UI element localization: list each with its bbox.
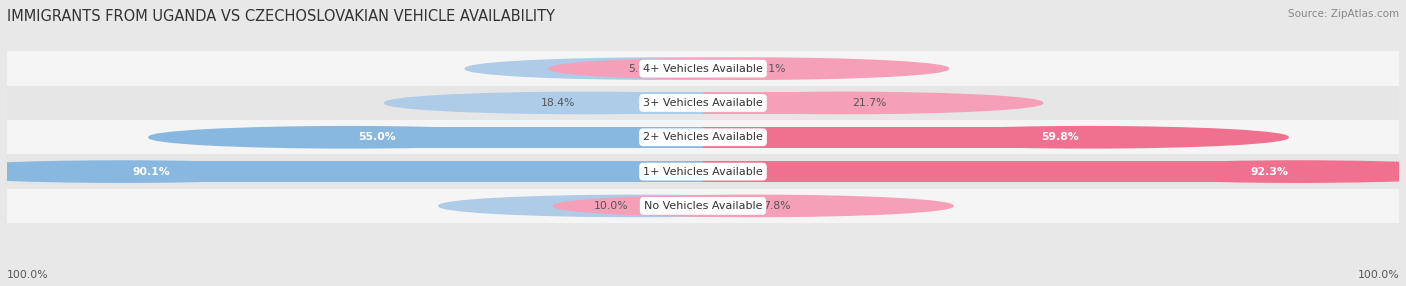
Text: 90.1%: 90.1% [132, 167, 170, 176]
Text: 5.9%: 5.9% [628, 64, 655, 74]
Text: Source: ZipAtlas.com: Source: ZipAtlas.com [1288, 9, 1399, 19]
Bar [7, 120, 1399, 154]
Bar [585, 92, 703, 114]
Bar [703, 161, 1298, 182]
Text: 10.0%: 10.0% [595, 201, 628, 211]
Bar [703, 195, 754, 217]
Circle shape [0, 161, 322, 182]
Bar [703, 127, 1088, 148]
Text: No Vehicles Available: No Vehicles Available [644, 201, 762, 211]
Text: 21.7%: 21.7% [852, 98, 887, 108]
Legend: Immigrants from Uganda, Czechoslovakian: Immigrants from Uganda, Czechoslovakian [554, 284, 852, 286]
Circle shape [548, 58, 949, 79]
Bar [7, 86, 1399, 120]
Bar [665, 58, 703, 79]
Text: 92.3%: 92.3% [1250, 167, 1288, 176]
Bar [7, 51, 1399, 86]
Text: 4+ Vehicles Available: 4+ Vehicles Available [643, 64, 763, 74]
Text: 2+ Vehicles Available: 2+ Vehicles Available [643, 132, 763, 142]
Circle shape [385, 92, 785, 114]
Text: 18.4%: 18.4% [540, 98, 575, 108]
Circle shape [1098, 161, 1406, 182]
Text: 100.0%: 100.0% [1357, 270, 1399, 280]
Circle shape [554, 195, 953, 217]
Bar [703, 92, 842, 114]
Circle shape [889, 127, 1288, 148]
Text: 7.1%: 7.1% [758, 64, 786, 74]
Text: 3+ Vehicles Available: 3+ Vehicles Available [643, 98, 763, 108]
Text: 100.0%: 100.0% [7, 270, 49, 280]
Text: 7.8%: 7.8% [763, 201, 790, 211]
Text: 1+ Vehicles Available: 1+ Vehicles Available [643, 167, 763, 176]
Bar [638, 195, 703, 217]
Circle shape [643, 92, 1043, 114]
Bar [7, 154, 1399, 189]
Text: IMMIGRANTS FROM UGANDA VS CZECHOSLOVAKIAN VEHICLE AVAILABILITY: IMMIGRANTS FROM UGANDA VS CZECHOSLOVAKIA… [7, 9, 555, 23]
Bar [122, 161, 703, 182]
Text: 59.8%: 59.8% [1040, 132, 1078, 142]
Text: 55.0%: 55.0% [359, 132, 396, 142]
Bar [703, 58, 749, 79]
Bar [349, 127, 703, 148]
Bar [7, 189, 1399, 223]
Circle shape [149, 127, 548, 148]
Circle shape [439, 195, 838, 217]
Circle shape [465, 58, 865, 79]
